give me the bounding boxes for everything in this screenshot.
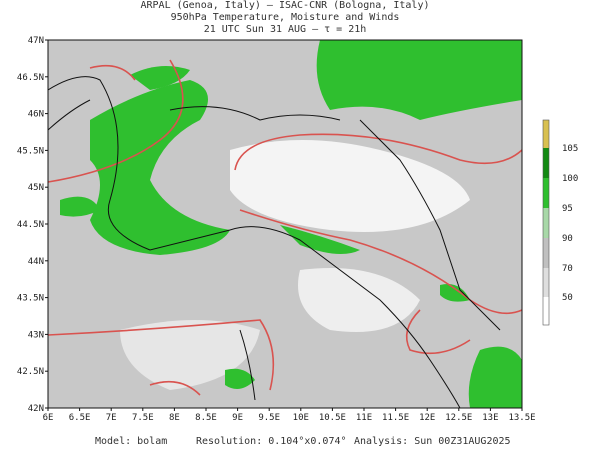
- lon-label: 12.5E: [445, 413, 472, 423]
- lat-label: 46N: [28, 110, 44, 120]
- lon-label: 6.5E: [69, 413, 91, 423]
- lat-label: 44N: [28, 257, 44, 267]
- header-line: 950hPa Temperature, Moisture and Winds: [171, 12, 400, 23]
- lon-label: 6E: [43, 413, 54, 423]
- lat-label: 43.5N: [17, 294, 44, 304]
- lon-label: 11.5E: [382, 413, 409, 423]
- header-line: ARPAL (Genoa, Italy) — ISAC-CNR (Bologna…: [141, 0, 430, 11]
- lat-label: 45.5N: [17, 146, 44, 156]
- lon-label: 12E: [419, 413, 435, 423]
- lon-label: 10.5E: [319, 413, 346, 423]
- lat-label: 47N: [28, 36, 44, 46]
- colorbar-label: 50: [562, 293, 573, 303]
- lon-label: 9E: [232, 413, 243, 423]
- lon-label: 7.5E: [132, 413, 154, 423]
- lon-label: 13.5E: [508, 413, 535, 423]
- lon-label: 13E: [482, 413, 498, 423]
- lat-label: 45N: [28, 183, 44, 193]
- lon-label: 9.5E: [258, 413, 280, 423]
- colorbar-label: 95: [562, 204, 573, 214]
- lat-label: 43N: [28, 330, 44, 340]
- lon-label: 11E: [356, 413, 372, 423]
- footer-analysis: Analysis: Sun 00Z31AUG2025: [354, 436, 511, 447]
- lat-label: 42.5N: [17, 367, 44, 377]
- colorbar-label: 90: [562, 234, 573, 244]
- map: [47, 39, 523, 409]
- footer-model: Model: bolam: [95, 436, 167, 447]
- colorbar-label: 100: [562, 174, 578, 184]
- lon-label: 8.5E: [195, 413, 217, 423]
- lat-label: 46.5N: [17, 73, 44, 83]
- colorbar: [542, 119, 550, 326]
- header-line: 21 UTC Sun 31 AUG — τ = 21h: [204, 24, 367, 35]
- lon-label: 8E: [169, 413, 180, 423]
- lon-label: 10E: [293, 413, 309, 423]
- lat-label: 44.5N: [17, 220, 44, 230]
- lon-label: 7E: [106, 413, 117, 423]
- lat-label: 42N: [28, 404, 44, 414]
- colorbar-label: 105: [562, 144, 578, 154]
- colorbar-label: 70: [562, 264, 573, 274]
- footer-resolution: Resolution: 0.104°x0.074°: [196, 436, 347, 447]
